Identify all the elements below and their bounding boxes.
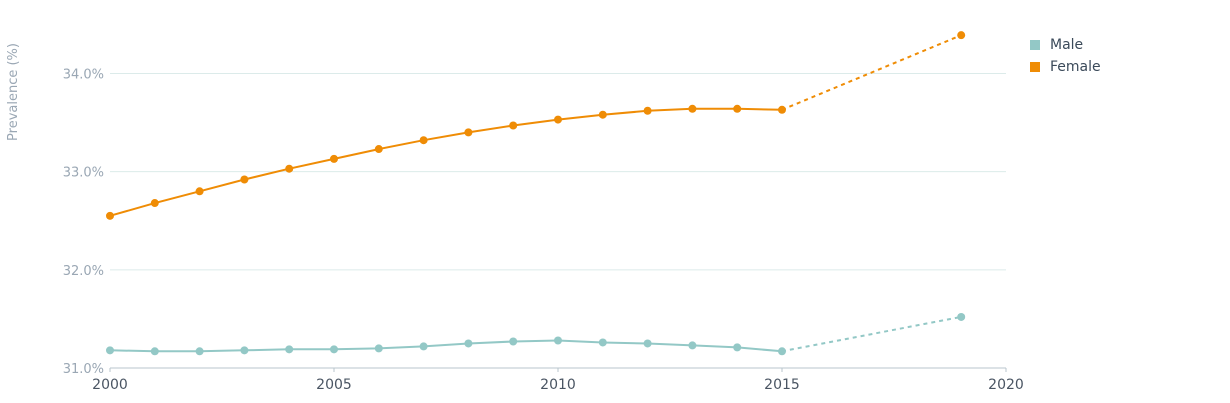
data-point-male[interactable] [688,341,697,350]
data-point-female[interactable] [643,106,652,115]
x-tick-label: 2010 [540,377,576,393]
data-point-male[interactable] [330,345,338,354]
data-point-male[interactable] [643,339,652,348]
gridlines [110,72,1006,271]
data-point-male[interactable] [285,345,294,354]
series-line-male [109,339,783,353]
projection-point-female[interactable] [957,31,966,40]
projection-line-female [781,34,962,111]
series-female [106,31,966,220]
legend-swatch-male [1030,40,1040,50]
data-point-female[interactable] [733,104,742,113]
data-point-male[interactable] [464,339,473,348]
data-point-female[interactable] [285,164,294,173]
data-point-male[interactable] [598,338,607,347]
data-point-female[interactable] [598,110,607,119]
series-male [106,312,966,356]
data-point-female[interactable] [419,136,428,145]
legend-item-male[interactable]: Male [1030,34,1101,56]
legend: Male Female [1030,34,1101,78]
data-point-male[interactable] [419,342,428,351]
data-point-male[interactable] [778,347,786,356]
y-tick-label: 34.0% [63,67,104,82]
axes: 31.0% 32.0% 33.0% 34.0% 2000 2005 2010 2015 2020 [63,67,1024,393]
data-point-male[interactable] [554,336,562,345]
data-point-male[interactable] [195,347,204,356]
series-line-female [109,107,783,217]
data-point-female[interactable] [778,105,786,114]
data-point-male[interactable] [509,337,518,346]
data-point-male[interactable] [240,346,249,355]
data-point-male[interactable] [374,344,383,353]
x-tick-label: 2005 [316,377,352,393]
data-point-female[interactable] [240,175,249,184]
x-tick-label: 2015 [764,377,800,393]
y-tick-label: 33.0% [63,166,104,181]
legend-label-female: Female [1050,59,1101,75]
legend-label-male: Male [1050,37,1084,53]
y-axis-label: Prevalence (%) [6,43,21,141]
legend-swatch-female [1030,62,1040,72]
data-point-female[interactable] [195,187,204,196]
y-tick-label: 31.0% [63,362,104,377]
y-tick-label: 32.0% [63,264,104,279]
data-point-female[interactable] [150,199,159,208]
data-point-female[interactable] [330,154,338,163]
legend-item-female[interactable]: Female [1030,56,1101,78]
data-point-male[interactable] [106,346,114,355]
data-point-female[interactable] [509,121,518,130]
x-tick-label: 2020 [988,377,1024,393]
data-point-female[interactable] [464,128,473,137]
data-point-female[interactable] [688,104,697,113]
data-point-male[interactable] [150,347,159,356]
x-tick-label: 2000 [92,377,128,393]
projection-point-male[interactable] [957,312,966,321]
data-point-female[interactable] [106,211,114,220]
series-layer [106,31,966,356]
data-point-female[interactable] [374,145,383,154]
projection-line-male [781,315,962,353]
data-point-male[interactable] [733,343,742,352]
data-point-female[interactable] [554,115,562,124]
